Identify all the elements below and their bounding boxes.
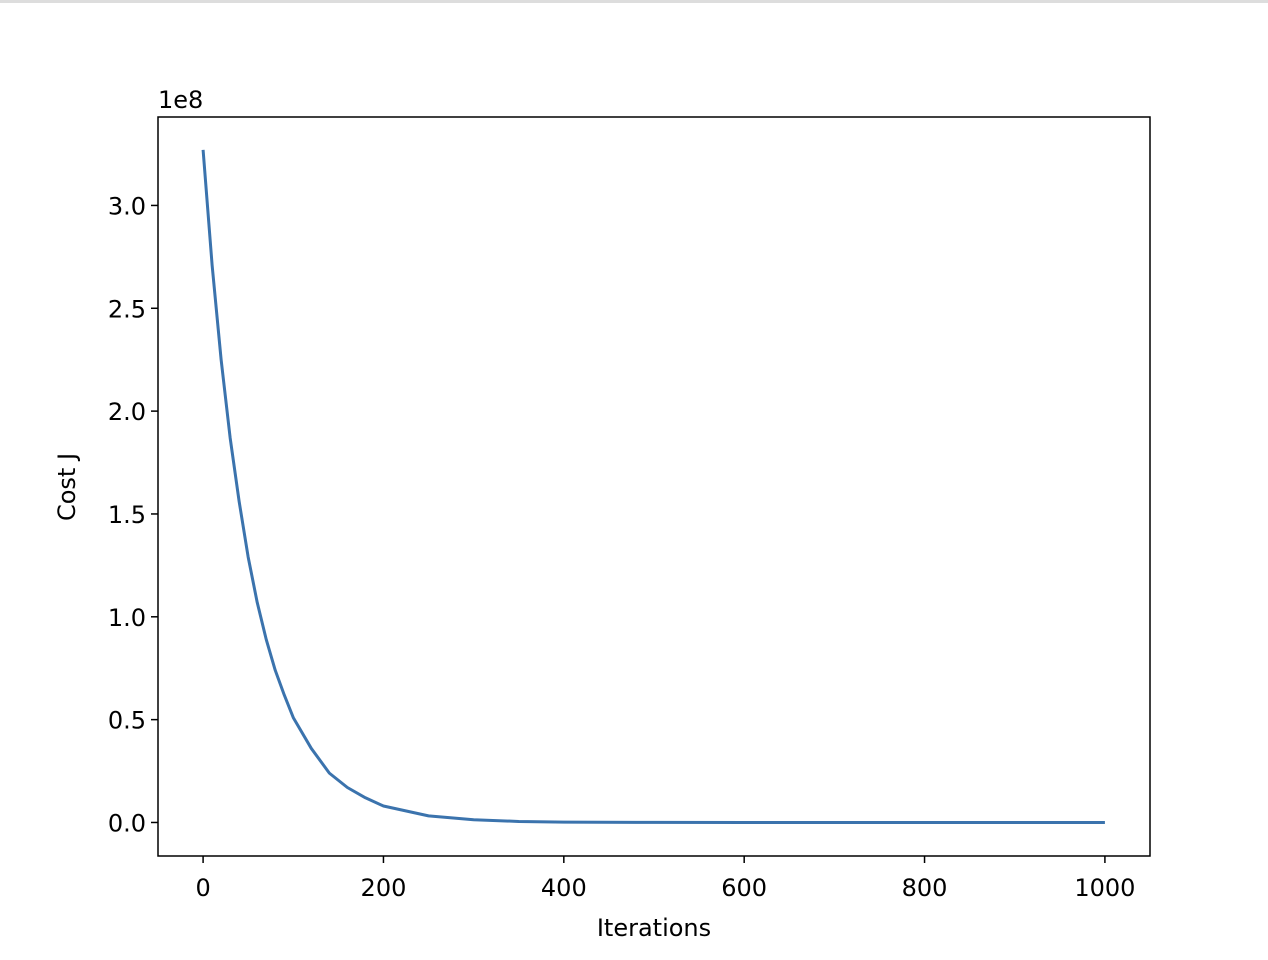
x-tick-label: 400 (541, 874, 587, 902)
x-tick-label: 1000 (1074, 874, 1135, 902)
y-tick-label: 3.0 (108, 192, 146, 220)
x-tick-label: 600 (721, 874, 767, 902)
y-axis-label: Cost J (53, 453, 81, 521)
axes-frame (157, 116, 1151, 857)
x-tick-label: 0 (195, 874, 210, 902)
y-tick-label: 1.5 (108, 501, 146, 529)
y-offset-label: 1e8 (158, 86, 203, 114)
x-axis-label: Iterations (597, 914, 711, 942)
y-tick-label: 0.5 (108, 707, 146, 735)
x-tick-label: 800 (902, 874, 948, 902)
y-tick-label: 0.0 (108, 809, 146, 837)
x-tick-label: 200 (361, 874, 407, 902)
y-tick-label: 2.5 (108, 295, 146, 323)
y-tick-label: 2.0 (108, 398, 146, 426)
line-series (201, 149, 1105, 824)
y-tick-label: 1.0 (108, 604, 146, 632)
